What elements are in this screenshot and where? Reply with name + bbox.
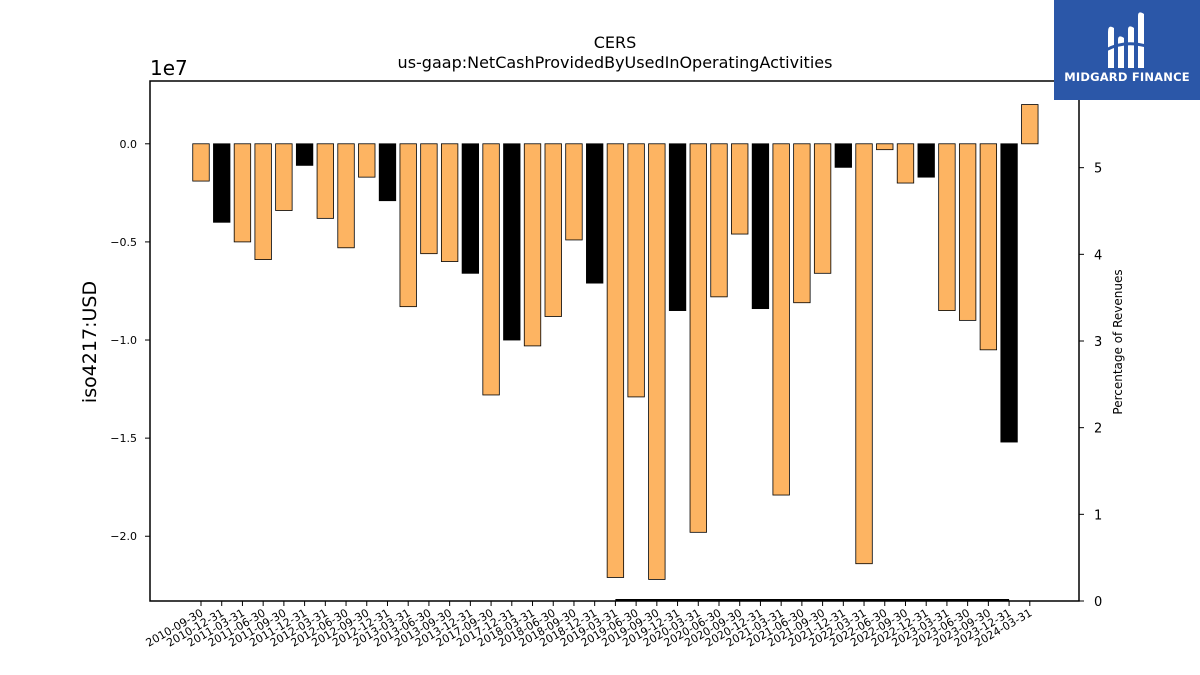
bar-2020-06-30 [710, 143, 728, 298]
bar-2023-06-30 [958, 143, 977, 321]
y2-tick-label: 3 [1094, 335, 1102, 350]
y-axis-label: iso4217:USD [79, 281, 101, 403]
y-tick-label: 0.0 [120, 138, 138, 151]
bar-2012-12-31 [378, 143, 397, 202]
y-offset-label: 1e7 [150, 56, 188, 80]
bar-2020-12-31 [751, 143, 770, 310]
bar-2020-09-30 [731, 143, 749, 235]
bar-2018-03-31 [523, 143, 542, 347]
bar-2013-09-30 [440, 143, 459, 262]
y-tick-label: −2.0 [110, 530, 137, 543]
bar-2020-03-31 [689, 143, 707, 533]
chart-subtitle: us-gaap:NetCashProvidedByUsedInOperating… [398, 53, 833, 72]
bar-2017-09-30 [482, 143, 500, 396]
bar-2019-12-31 [668, 143, 687, 311]
bar-2021-12-31 [834, 143, 852, 168]
midgard-logo-icon [1105, 12, 1147, 69]
bar-2021-09-30 [813, 143, 832, 274]
brand-name: MIDGARD FINANCE [1064, 70, 1190, 84]
bar-2022-06-30 [876, 143, 894, 151]
bar-2011-09-30 [275, 143, 293, 211]
bar-2010-09-30 [192, 143, 210, 182]
bar-2013-06-30 [420, 143, 438, 255]
brand-logo: MIDGARD FINANCE [1054, 0, 1200, 100]
bar-2011-06-30 [254, 143, 272, 260]
bar-2013-03-31 [399, 143, 417, 308]
bar-2024-03-31 [1021, 104, 1039, 145]
bar-2012-06-30 [337, 143, 355, 249]
bar-2018-09-30 [565, 143, 583, 241]
bar-2013-12-31 [461, 143, 480, 274]
bar-2012-03-31 [316, 143, 334, 219]
chart-title: CERS [594, 33, 637, 52]
y-tick-label: −1.5 [110, 432, 137, 445]
bar-2023-12-31 [1000, 143, 1018, 443]
bar-2022-12-31 [917, 143, 935, 178]
y-tick-label: −1.0 [110, 334, 137, 347]
bar-2019-06-30 [627, 143, 645, 398]
y2-tick-label: 0 [1094, 595, 1102, 610]
y2-axis-label: Percentage of Revenues [1111, 269, 1125, 414]
bar-2019-03-31 [606, 143, 625, 578]
bar-2018-12-31 [586, 143, 604, 284]
y-tick-label: −0.5 [110, 236, 137, 249]
bar-2019-09-30 [648, 143, 666, 580]
bar-2010-12-31 [213, 143, 231, 223]
plot-frame [149, 80, 1080, 602]
bar-2023-09-30 [979, 143, 998, 351]
y2-tick-label: 1 [1094, 508, 1102, 523]
bar-2011-03-31 [233, 143, 252, 243]
bar-2017-12-31 [503, 143, 521, 341]
bar-2021-06-30 [793, 143, 811, 304]
y2-tick-label: 4 [1094, 248, 1102, 263]
bar-2018-06-30 [544, 143, 562, 317]
bar-2012-09-30 [358, 143, 376, 178]
bar-2011-12-31 [295, 143, 314, 166]
bar-2021-03-31 [772, 143, 790, 496]
bar-2023-03-31 [938, 143, 956, 311]
y2-tick-label: 2 [1094, 422, 1102, 437]
bar-2022-03-31 [855, 143, 873, 565]
bar-2022-09-30 [896, 143, 915, 184]
y2-tick-label: 5 [1094, 162, 1102, 177]
